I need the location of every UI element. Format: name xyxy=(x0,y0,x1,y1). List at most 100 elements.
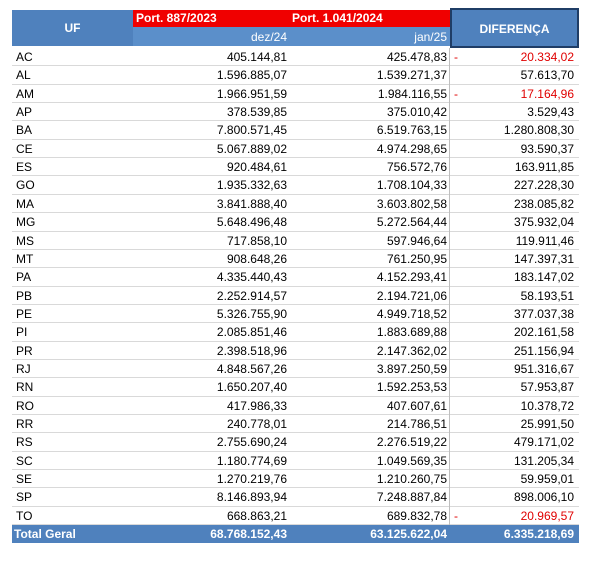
jan-cell: 1.049.569,35 xyxy=(376,453,447,468)
jan-cell: 3.897.250,59 xyxy=(376,361,447,376)
dez-cell: 5.067.889,02 xyxy=(216,141,287,156)
jan-cell: 756.572,76 xyxy=(386,160,447,175)
row-line xyxy=(12,120,579,122)
dez-cell: 8.146.893,94 xyxy=(216,490,287,505)
uf-cell: PE xyxy=(16,306,33,321)
jan-cell: 4.152.293,41 xyxy=(376,270,447,285)
uf-cell: PA xyxy=(16,270,32,285)
diff-cell: 251.156,94 xyxy=(513,343,574,358)
jan-cell: 425.478,83 xyxy=(386,50,447,64)
uf-header: UF xyxy=(12,10,133,46)
row-line xyxy=(12,230,579,232)
diff-cell: 17.164,96 xyxy=(520,86,574,101)
uf-cell: BA xyxy=(16,123,33,138)
row-line xyxy=(12,212,579,214)
row-line xyxy=(12,285,579,287)
row-line xyxy=(12,83,579,85)
dez-cell: 920.484,61 xyxy=(226,160,287,175)
uf-cell: SC xyxy=(16,453,33,468)
row-line xyxy=(12,505,579,507)
month-a-header: dez/24 xyxy=(250,30,287,44)
dez-cell: 3.841.888,40 xyxy=(216,196,287,211)
uf-cell: RJ xyxy=(16,361,31,376)
row-line xyxy=(12,193,579,195)
uf-cell: RN xyxy=(16,380,34,395)
uf-cell: MA xyxy=(16,196,34,211)
row-line xyxy=(12,450,579,452)
jan-cell: 6.519.763,15 xyxy=(376,123,447,138)
row-line xyxy=(12,65,579,67)
uf-cell: CE xyxy=(16,141,33,156)
uf-cell: AM xyxy=(16,86,34,101)
dez-cell: 7.800.571,45 xyxy=(216,123,287,138)
jan-cell: 1.539.271,37 xyxy=(376,68,447,83)
uf-cell: MG xyxy=(16,215,36,230)
diff-cell: 131.205,34 xyxy=(513,453,574,468)
dez-cell: 668.863,21 xyxy=(226,508,287,523)
jan-cell: 2.194.721,06 xyxy=(376,288,447,303)
diff-cell: 377.037,38 xyxy=(513,306,574,321)
jan-cell: 7.248.887,84 xyxy=(376,490,447,505)
diff-header: DIFERENÇA xyxy=(450,8,579,48)
uf-cell: AC xyxy=(16,50,33,64)
jan-cell: 2.276.519,22 xyxy=(376,435,447,450)
diff-cell: 898.006,10 xyxy=(513,490,574,505)
jan-cell: 689.832,78 xyxy=(386,508,447,523)
row-line xyxy=(12,175,579,177)
uf-cell: PR xyxy=(16,343,33,358)
jan-cell: 1.883.689,88 xyxy=(376,325,447,340)
jan-cell: 761.250,95 xyxy=(386,251,447,266)
sign-cell: - xyxy=(454,508,458,523)
uf-cell: RO xyxy=(16,398,34,413)
dez-cell: 417.986,33 xyxy=(226,398,287,413)
diff-cell: 25.991,50 xyxy=(520,417,574,431)
row-line xyxy=(12,524,579,526)
diff-cell: 57.613,70 xyxy=(520,68,574,83)
row-line xyxy=(12,340,579,342)
diff-cell: 238.085,82 xyxy=(513,196,574,211)
diff-cell: 183.147,02 xyxy=(513,270,574,285)
diff-cell: 163.911,85 xyxy=(514,160,574,175)
row-line xyxy=(12,303,579,305)
row-line xyxy=(12,267,579,269)
dez-cell: 1.270.219,76 xyxy=(216,472,287,487)
row-line xyxy=(12,469,579,471)
dez-cell: 2.085.851,46 xyxy=(216,325,287,340)
uf-cell: GO xyxy=(16,178,35,193)
diff-cell: 20.969,57 xyxy=(520,508,574,523)
dez-cell: 1.966.951,59 xyxy=(216,86,287,101)
jan-cell: 4.974.298,65 xyxy=(376,141,447,156)
dez-cell: 2.755.690,24 xyxy=(216,435,287,450)
dez-cell: 5.326.755,90 xyxy=(216,306,287,321)
row-line xyxy=(12,487,579,489)
uf-cell: SP xyxy=(16,490,33,505)
uf-cell: MS xyxy=(16,233,34,248)
dez-cell: 2.398.518,96 xyxy=(216,343,287,358)
row-line xyxy=(12,395,579,397)
dez-cell: 1.650.207,40 xyxy=(216,380,287,395)
diff-cell: 119.911,46 xyxy=(515,233,574,248)
jan-cell: 5.272.564,44 xyxy=(376,215,447,230)
row-line xyxy=(12,432,579,434)
dez-cell: 717.858,10 xyxy=(226,233,287,248)
column-divider xyxy=(449,48,450,526)
diff-cell: 3.529,43 xyxy=(527,105,574,120)
dez-cell: 1.935.332,63 xyxy=(216,178,287,193)
uf-cell: AP xyxy=(16,105,33,120)
diff-cell: 57.953,87 xyxy=(520,380,574,395)
row-line xyxy=(12,377,579,379)
dez-cell: 4.848.567,26 xyxy=(216,361,287,376)
sign-cell: - xyxy=(454,50,458,64)
diff-cell: 58.193,51 xyxy=(520,288,574,303)
row-line xyxy=(12,157,579,159)
dez-cell: 4.335.440,43 xyxy=(216,270,287,285)
total-jan: 63.125.622,04 xyxy=(370,527,447,542)
dez-cell: 5.648.496,48 xyxy=(216,215,287,230)
row-line xyxy=(12,358,579,360)
diff-cell: 20.334,02 xyxy=(520,50,574,64)
jan-cell: 375.010,42 xyxy=(386,105,447,120)
month-b-header: jan/25 xyxy=(414,30,447,44)
jan-cell: 407.607,61 xyxy=(386,398,447,413)
port-a-header: Port. 887/2023 xyxy=(136,11,217,25)
